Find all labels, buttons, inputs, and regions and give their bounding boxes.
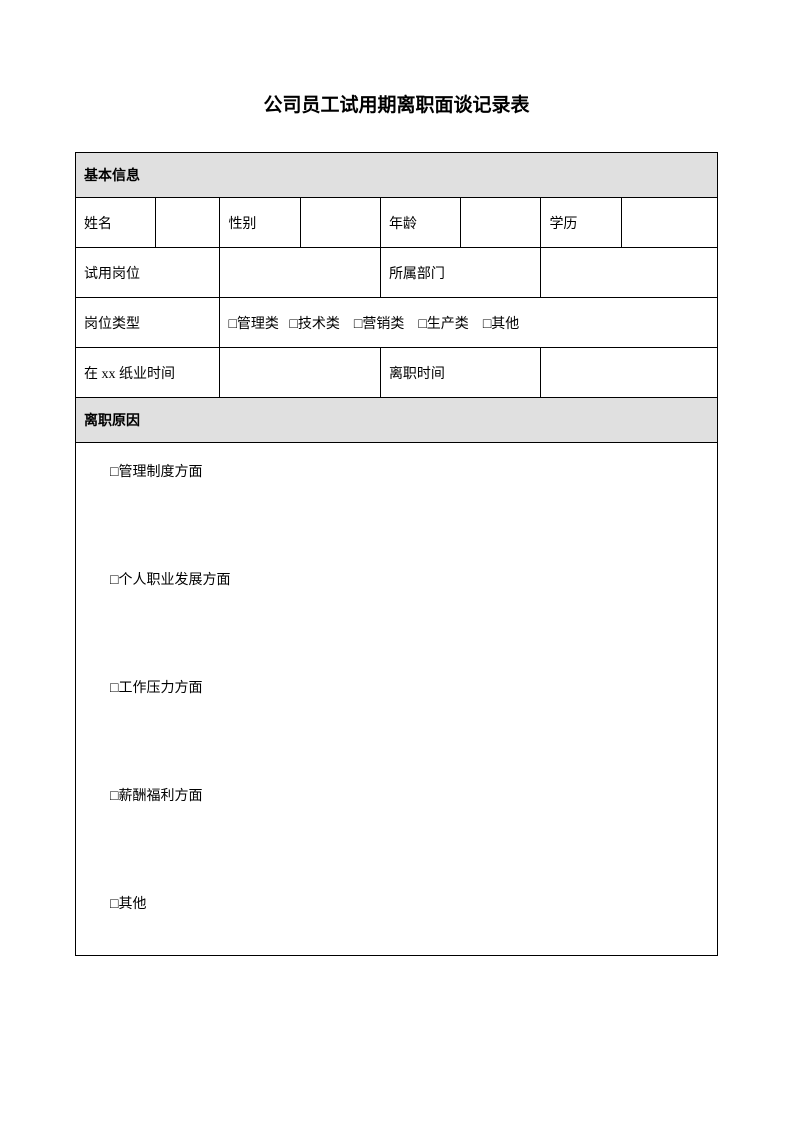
value-name xyxy=(156,198,220,248)
checkbox-other-type[interactable]: □其他 xyxy=(483,317,519,332)
row-dates: 在 xx 纸业时间 离职时间 xyxy=(76,348,718,398)
checkbox-management[interactable]: □管理类 xyxy=(228,317,278,332)
value-resignation-date xyxy=(541,348,718,398)
value-gender xyxy=(300,198,380,248)
label-name: 姓名 xyxy=(76,198,156,248)
reason-other[interactable]: □其他 xyxy=(76,875,717,955)
reason-career-development[interactable]: □个人职业发展方面 xyxy=(76,551,717,659)
section-resignation-reason: 离职原因 xyxy=(76,398,718,443)
row-personal-info: 姓名 性别 年龄 学历 xyxy=(76,198,718,248)
label-education: 学历 xyxy=(541,198,621,248)
form-table: 基本信息 姓名 性别 年龄 学历 试用岗位 所属部门 岗位类型 □管理类 □技术… xyxy=(75,152,718,956)
checkbox-sales[interactable]: □营销类 xyxy=(354,317,404,332)
label-position: 试用岗位 xyxy=(76,248,220,298)
reason-work-pressure[interactable]: □工作压力方面 xyxy=(76,659,717,767)
value-position-type: □管理类 □技术类 □营销类 □生产类 □其他 xyxy=(220,298,718,348)
checkbox-technical[interactable]: □技术类 xyxy=(289,317,339,332)
value-education xyxy=(621,198,717,248)
value-age xyxy=(461,198,541,248)
label-age: 年龄 xyxy=(380,198,460,248)
label-gender: 性别 xyxy=(220,198,300,248)
label-tenure: 在 xx 纸业时间 xyxy=(76,348,220,398)
row-position-type: 岗位类型 □管理类 □技术类 □营销类 □生产类 □其他 xyxy=(76,298,718,348)
row-position-dept: 试用岗位 所属部门 xyxy=(76,248,718,298)
value-tenure xyxy=(220,348,381,398)
reason-management-system[interactable]: □管理制度方面 xyxy=(76,443,717,551)
section-basic-info: 基本信息 xyxy=(76,153,718,198)
reason-compensation[interactable]: □薪酬福利方面 xyxy=(76,767,717,875)
label-department: 所属部门 xyxy=(380,248,541,298)
document-title: 公司员工试用期离职面谈记录表 xyxy=(75,90,718,117)
reasons-container: □管理制度方面 □个人职业发展方面 □工作压力方面 □薪酬福利方面 □其他 xyxy=(76,443,718,956)
label-position-type: 岗位类型 xyxy=(76,298,220,348)
value-position xyxy=(220,248,381,298)
checkbox-production[interactable]: □生产类 xyxy=(418,317,468,332)
value-department xyxy=(541,248,718,298)
label-resignation-date: 离职时间 xyxy=(380,348,541,398)
